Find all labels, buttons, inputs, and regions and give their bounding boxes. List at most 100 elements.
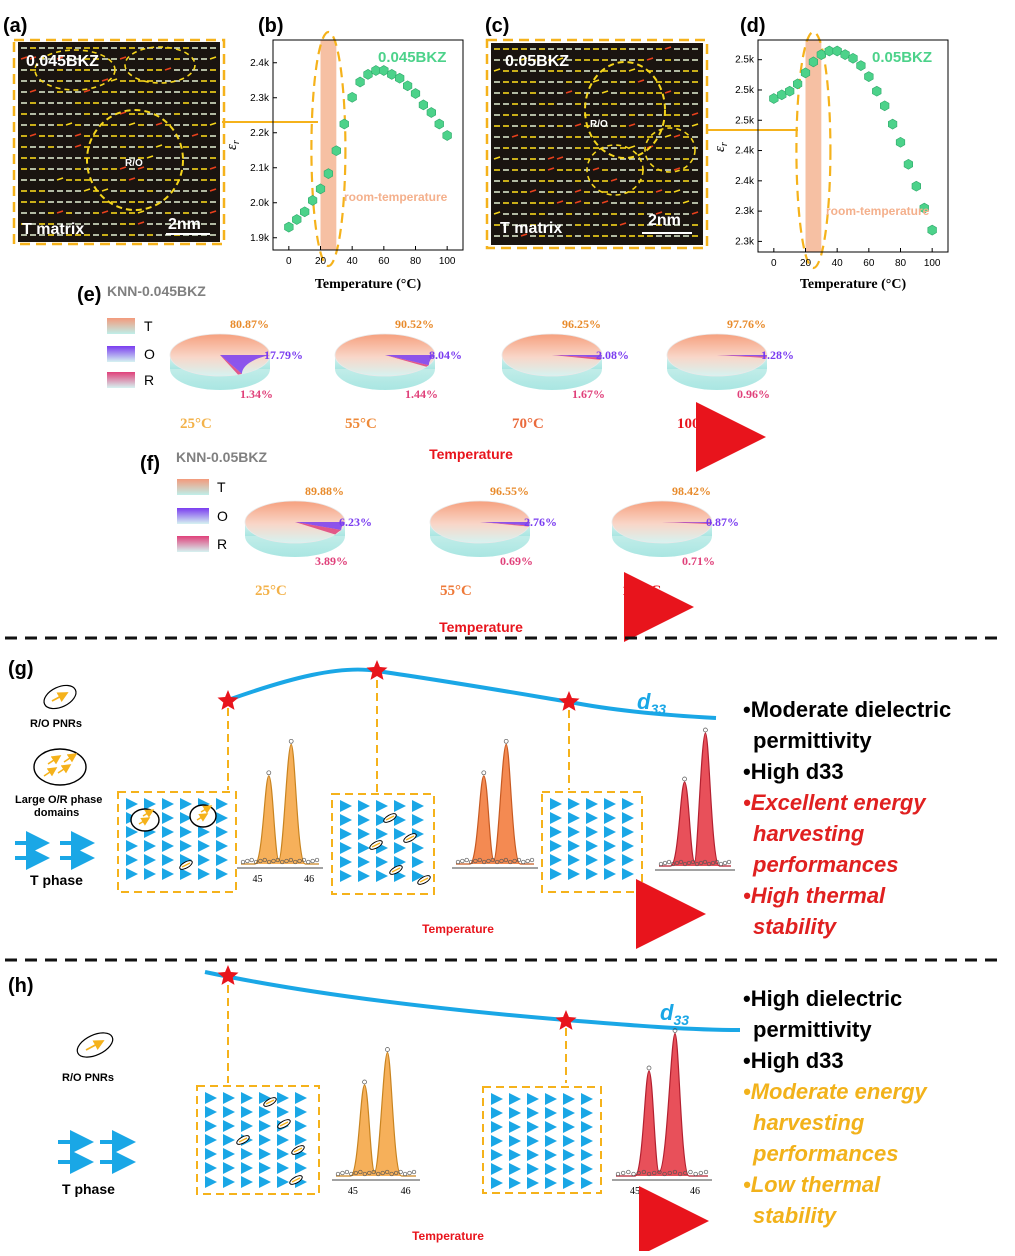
xrd-data-point [362, 1171, 367, 1177]
label-a: (a) [3, 15, 27, 37]
star-marker [558, 691, 580, 711]
xrd-tick-label: 46 [690, 1186, 700, 1197]
xrd-data-point [641, 1169, 647, 1175]
xrd-data-point [521, 859, 526, 865]
data-point [832, 45, 842, 57]
lattice-mark [520, 233, 528, 237]
lattice-mark [56, 210, 64, 214]
lattice-mark [664, 134, 672, 138]
lattice-mark [137, 166, 145, 170]
label-d: (d) [740, 15, 766, 37]
xrd-data-point [682, 861, 688, 867]
lattice-mark [146, 155, 154, 159]
xrd-data-point [473, 858, 478, 864]
pie-value-o: 2.08% [596, 348, 629, 362]
domain-outline-a2 [34, 49, 116, 91]
domain-outline-c2 [586, 144, 644, 196]
plot-frame-b [272, 39, 464, 251]
pies-e: 80.87% 17.79% 1.34% 25°C 90.52% 8.04% 1.44% 55°… [169, 317, 794, 432]
label-c: (c) [485, 15, 509, 37]
lattice-mark [592, 167, 600, 171]
annotation-b: room-temperature [344, 190, 448, 204]
lattice-mark [119, 56, 127, 60]
pnr-arrow [265, 1099, 275, 1105]
xrd-data-point [516, 857, 522, 863]
xrd-data-point [714, 859, 720, 865]
legend-swatch-r-e [107, 372, 135, 388]
y-tick-label: 2.5k [735, 115, 755, 126]
pnr-legend-label-h: R/O PNRs [62, 1072, 114, 1084]
legend-d: 0.05BKZ [872, 49, 932, 66]
xrd-data-point [662, 860, 668, 866]
data-point [339, 118, 349, 130]
pie-slice-r [385, 355, 429, 367]
lattice-mark [556, 57, 564, 61]
x-tick-label: 0 [286, 256, 292, 267]
data-point [410, 88, 421, 99]
xrd-data-point [245, 858, 250, 864]
domain-legend-label-g1: Large O/R phase [15, 794, 102, 806]
domain-arrow [200, 805, 213, 814]
data-point [840, 49, 850, 60]
bullet-line: •High thermal [743, 883, 886, 908]
xrd-data-point [266, 770, 272, 776]
lattice-mark [110, 78, 118, 82]
legend-o-f: O [217, 508, 228, 524]
xrd-data-point [512, 858, 517, 864]
xrd-data-point [529, 857, 535, 863]
pie-slice-r [220, 355, 242, 375]
xrd-data-point [631, 1171, 636, 1177]
data-point [879, 100, 890, 112]
pie-value-o: 17.79% [264, 348, 303, 362]
lattice-mark [547, 156, 555, 160]
lattice-mark [74, 133, 82, 137]
legend-swatch-t-e [107, 318, 135, 334]
stars-g [217, 660, 580, 711]
xrd-data-point [288, 857, 294, 863]
lattice-mark [601, 90, 609, 94]
data-point [927, 224, 937, 236]
xrd-data-point [694, 861, 700, 867]
lattice-mark [637, 79, 645, 83]
d33-curve-g [227, 667, 717, 720]
x-tick-label: 80 [895, 258, 907, 269]
axis-ticks-b: 0 20 40 60 80 100 1.9k 2.0k 2.1k 2.2k 2.3k 2.4k [250, 58, 456, 267]
data-point [887, 118, 898, 130]
xrd-data-point [371, 1169, 376, 1175]
lattice-mark [619, 222, 627, 226]
pie-slice-r [552, 355, 602, 360]
xrd-data-point [253, 859, 259, 865]
axis-label-f: Temperature [439, 619, 523, 635]
data-point [331, 145, 342, 157]
lattice-mark [574, 200, 582, 204]
data-point [323, 168, 334, 179]
xrd-data-point [393, 1170, 399, 1176]
ylabel-b: εr [224, 140, 242, 150]
xrd-data-point [262, 857, 267, 863]
lattice-mark [646, 57, 654, 61]
data-point [856, 60, 866, 71]
x-tick-label: 20 [800, 258, 812, 269]
star-marker [217, 690, 239, 710]
xrd-data-point [662, 1171, 667, 1177]
data-point [299, 206, 310, 218]
xrd-tick-label: 45 [252, 874, 262, 885]
lattice-mark [493, 156, 501, 160]
y-tick-label: 2.4k [735, 146, 755, 157]
xrd-data-point [398, 1169, 403, 1175]
pnr-arrow [293, 1147, 303, 1153]
pnr-arrow [385, 815, 395, 821]
xrd-data-point [481, 859, 487, 865]
xrd-data-point [672, 1169, 678, 1175]
pie-value-t: 98.42% [672, 484, 711, 498]
xlabel-d: Temperature (°C) [800, 277, 907, 292]
x-tick-label: 0 [771, 258, 777, 269]
y-tick-label: 2.2k [250, 128, 270, 139]
xrd-data-point [710, 860, 716, 866]
data-point [315, 183, 326, 195]
bullet-line: •Moderate energy [743, 1079, 929, 1104]
xrd-data-point [652, 1170, 657, 1176]
data-point [816, 49, 827, 60]
lattice-mark [128, 122, 136, 126]
